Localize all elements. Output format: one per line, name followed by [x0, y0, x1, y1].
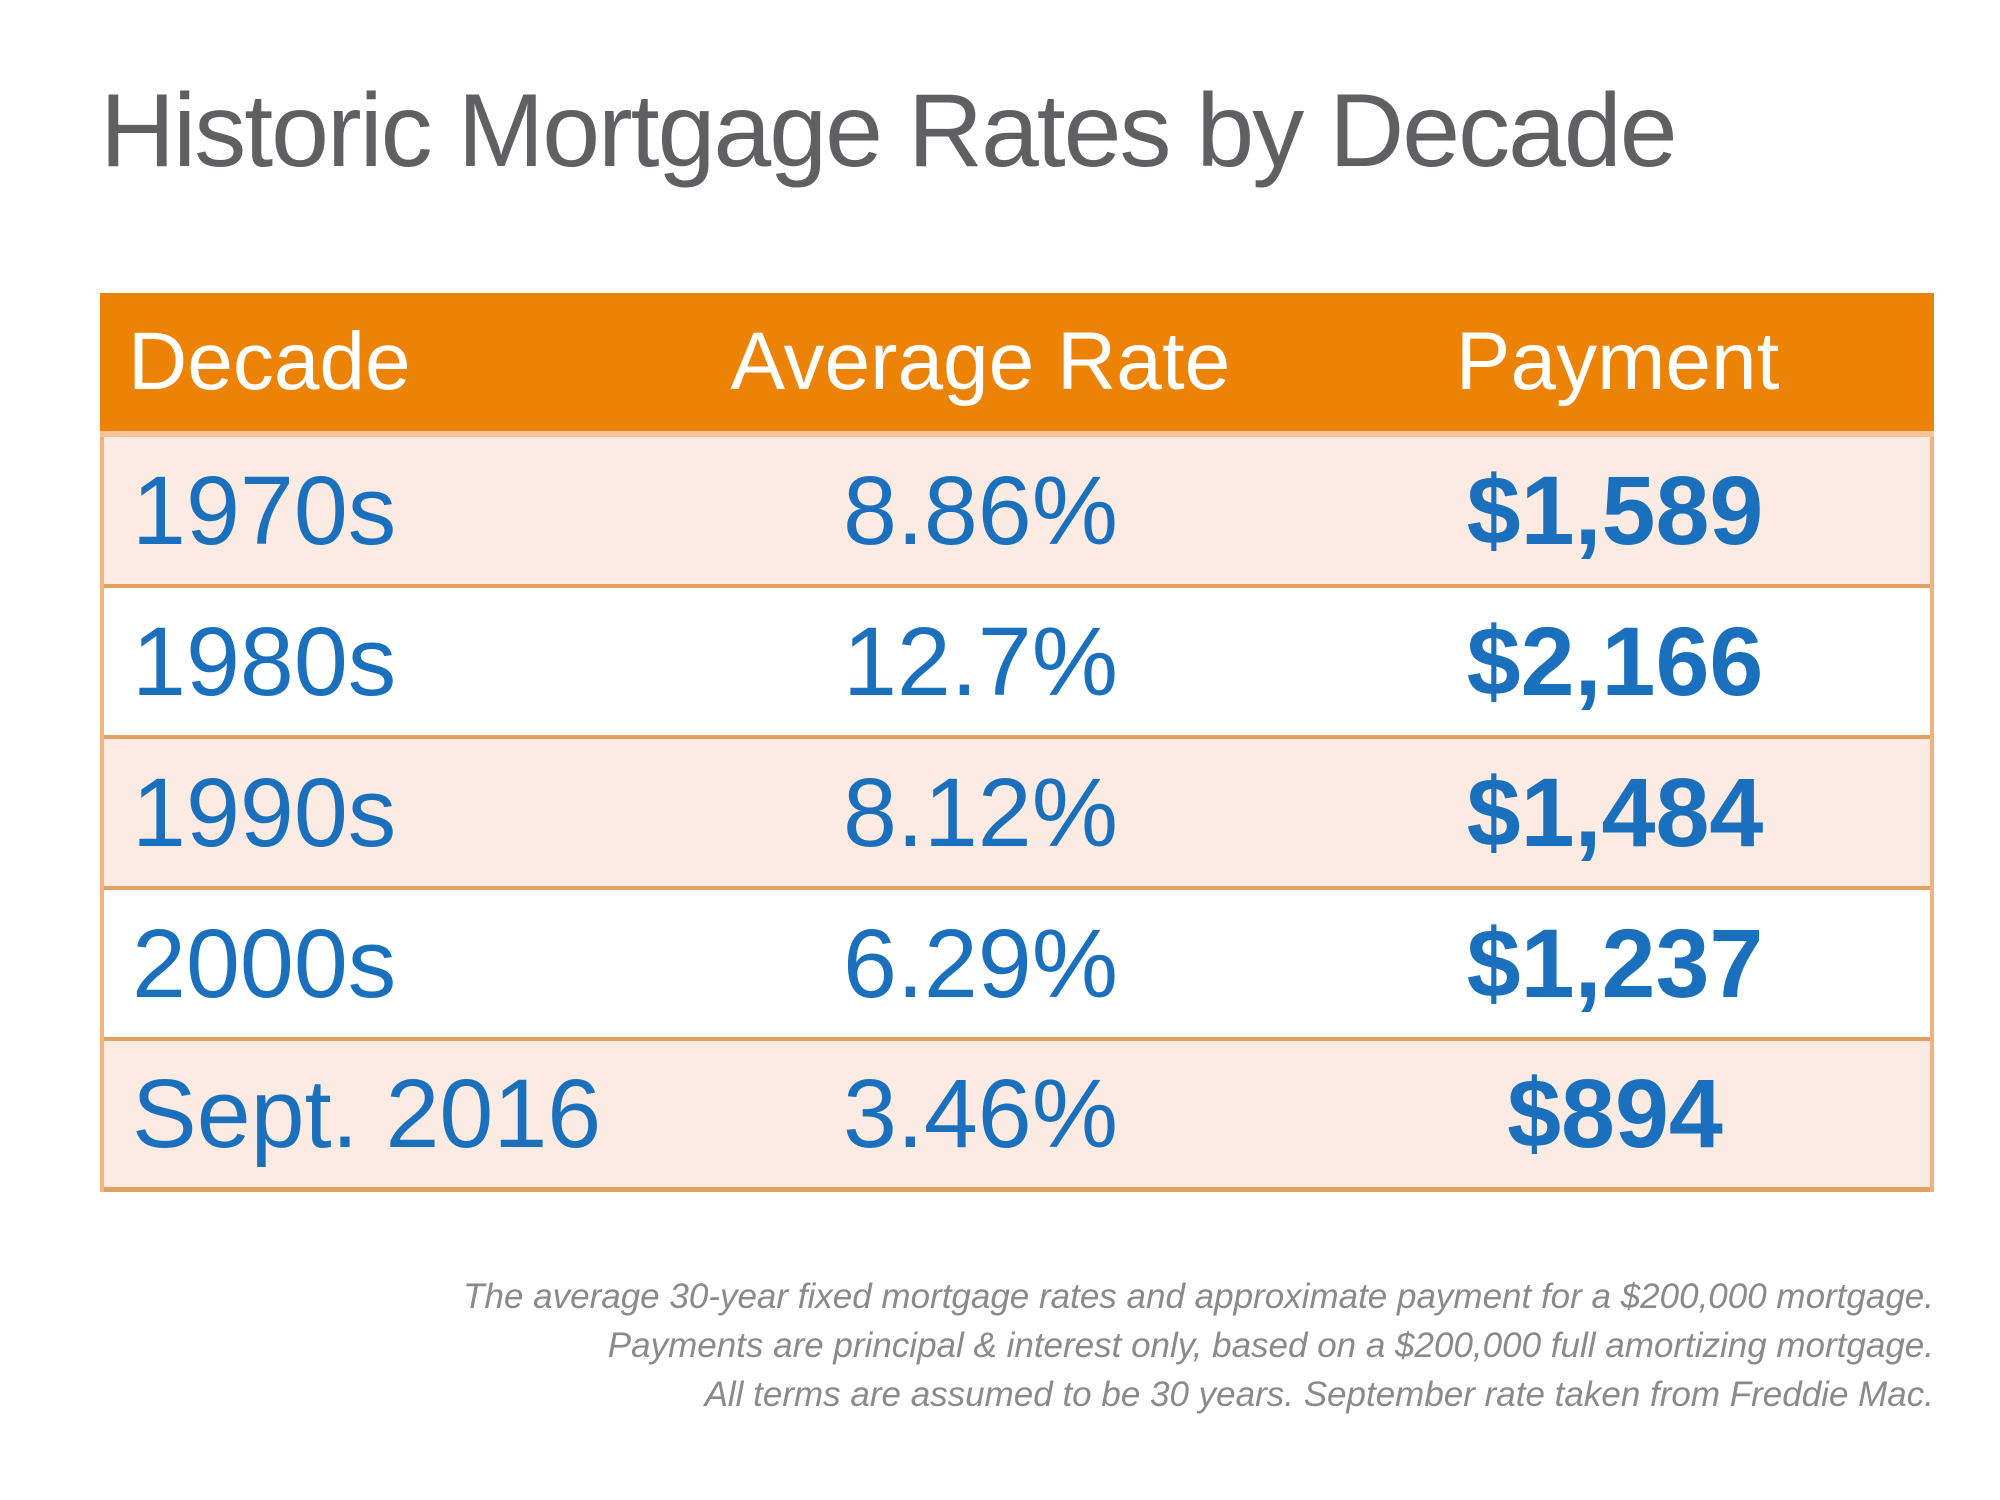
- decade-cell: 1970s: [132, 455, 397, 565]
- column-header-average-rate: Average Rate: [730, 316, 1231, 407]
- rate-cell: 8.86%: [842, 455, 1118, 565]
- payment-cell: $2,166: [1466, 606, 1764, 716]
- footnote-line: All terms are assumed to be 30 years. Se…: [704, 1375, 1934, 1414]
- payment-cell: $1,237: [1466, 908, 1764, 1018]
- column-header-payment: Payment: [1455, 316, 1780, 407]
- payment-cell: $1,484: [1466, 757, 1764, 867]
- decade-cell: Sept. 2016: [132, 1059, 602, 1168]
- table-body: 1970s 8.86% $1,589 1980s 12.7% $2,166 19…: [100, 437, 1934, 1192]
- footnote-line: Payments are principal & interest only, …: [607, 1326, 1934, 1365]
- table-header-row: Decade Average Rate Payment: [100, 293, 1934, 437]
- table-row: 2000s 6.29% $1,237: [104, 890, 1930, 1041]
- table-row: 1990s 8.12% $1,484: [104, 739, 1930, 890]
- mortgage-rates-table: Decade Average Rate Payment 1970s 8.86% …: [100, 293, 1934, 1192]
- decade-cell: 2000s: [132, 908, 397, 1018]
- table-row: 1980s 12.7% $2,166: [104, 588, 1930, 739]
- footnote-line: The average 30-year fixed mortgage rates…: [463, 1277, 1934, 1316]
- rate-cell: 12.7%: [842, 606, 1118, 716]
- rate-cell: 6.29%: [842, 908, 1118, 1018]
- rate-cell: 8.12%: [842, 757, 1118, 867]
- decade-cell: 1980s: [132, 606, 397, 716]
- column-header-decade: Decade: [128, 316, 411, 407]
- decade-cell: 1990s: [132, 757, 397, 867]
- payment-cell: $1,589: [1466, 455, 1764, 565]
- rate-cell: 3.46%: [842, 1059, 1118, 1168]
- footnote: The average 30-year fixed mortgage rates…: [463, 1272, 1934, 1419]
- page-title: Historic Mortgage Rates by Decade: [100, 73, 1678, 189]
- table-row: Sept. 2016 3.46% $894: [104, 1041, 1930, 1192]
- payment-cell: $894: [1507, 1059, 1723, 1168]
- table-row: 1970s 8.86% $1,589: [104, 437, 1930, 588]
